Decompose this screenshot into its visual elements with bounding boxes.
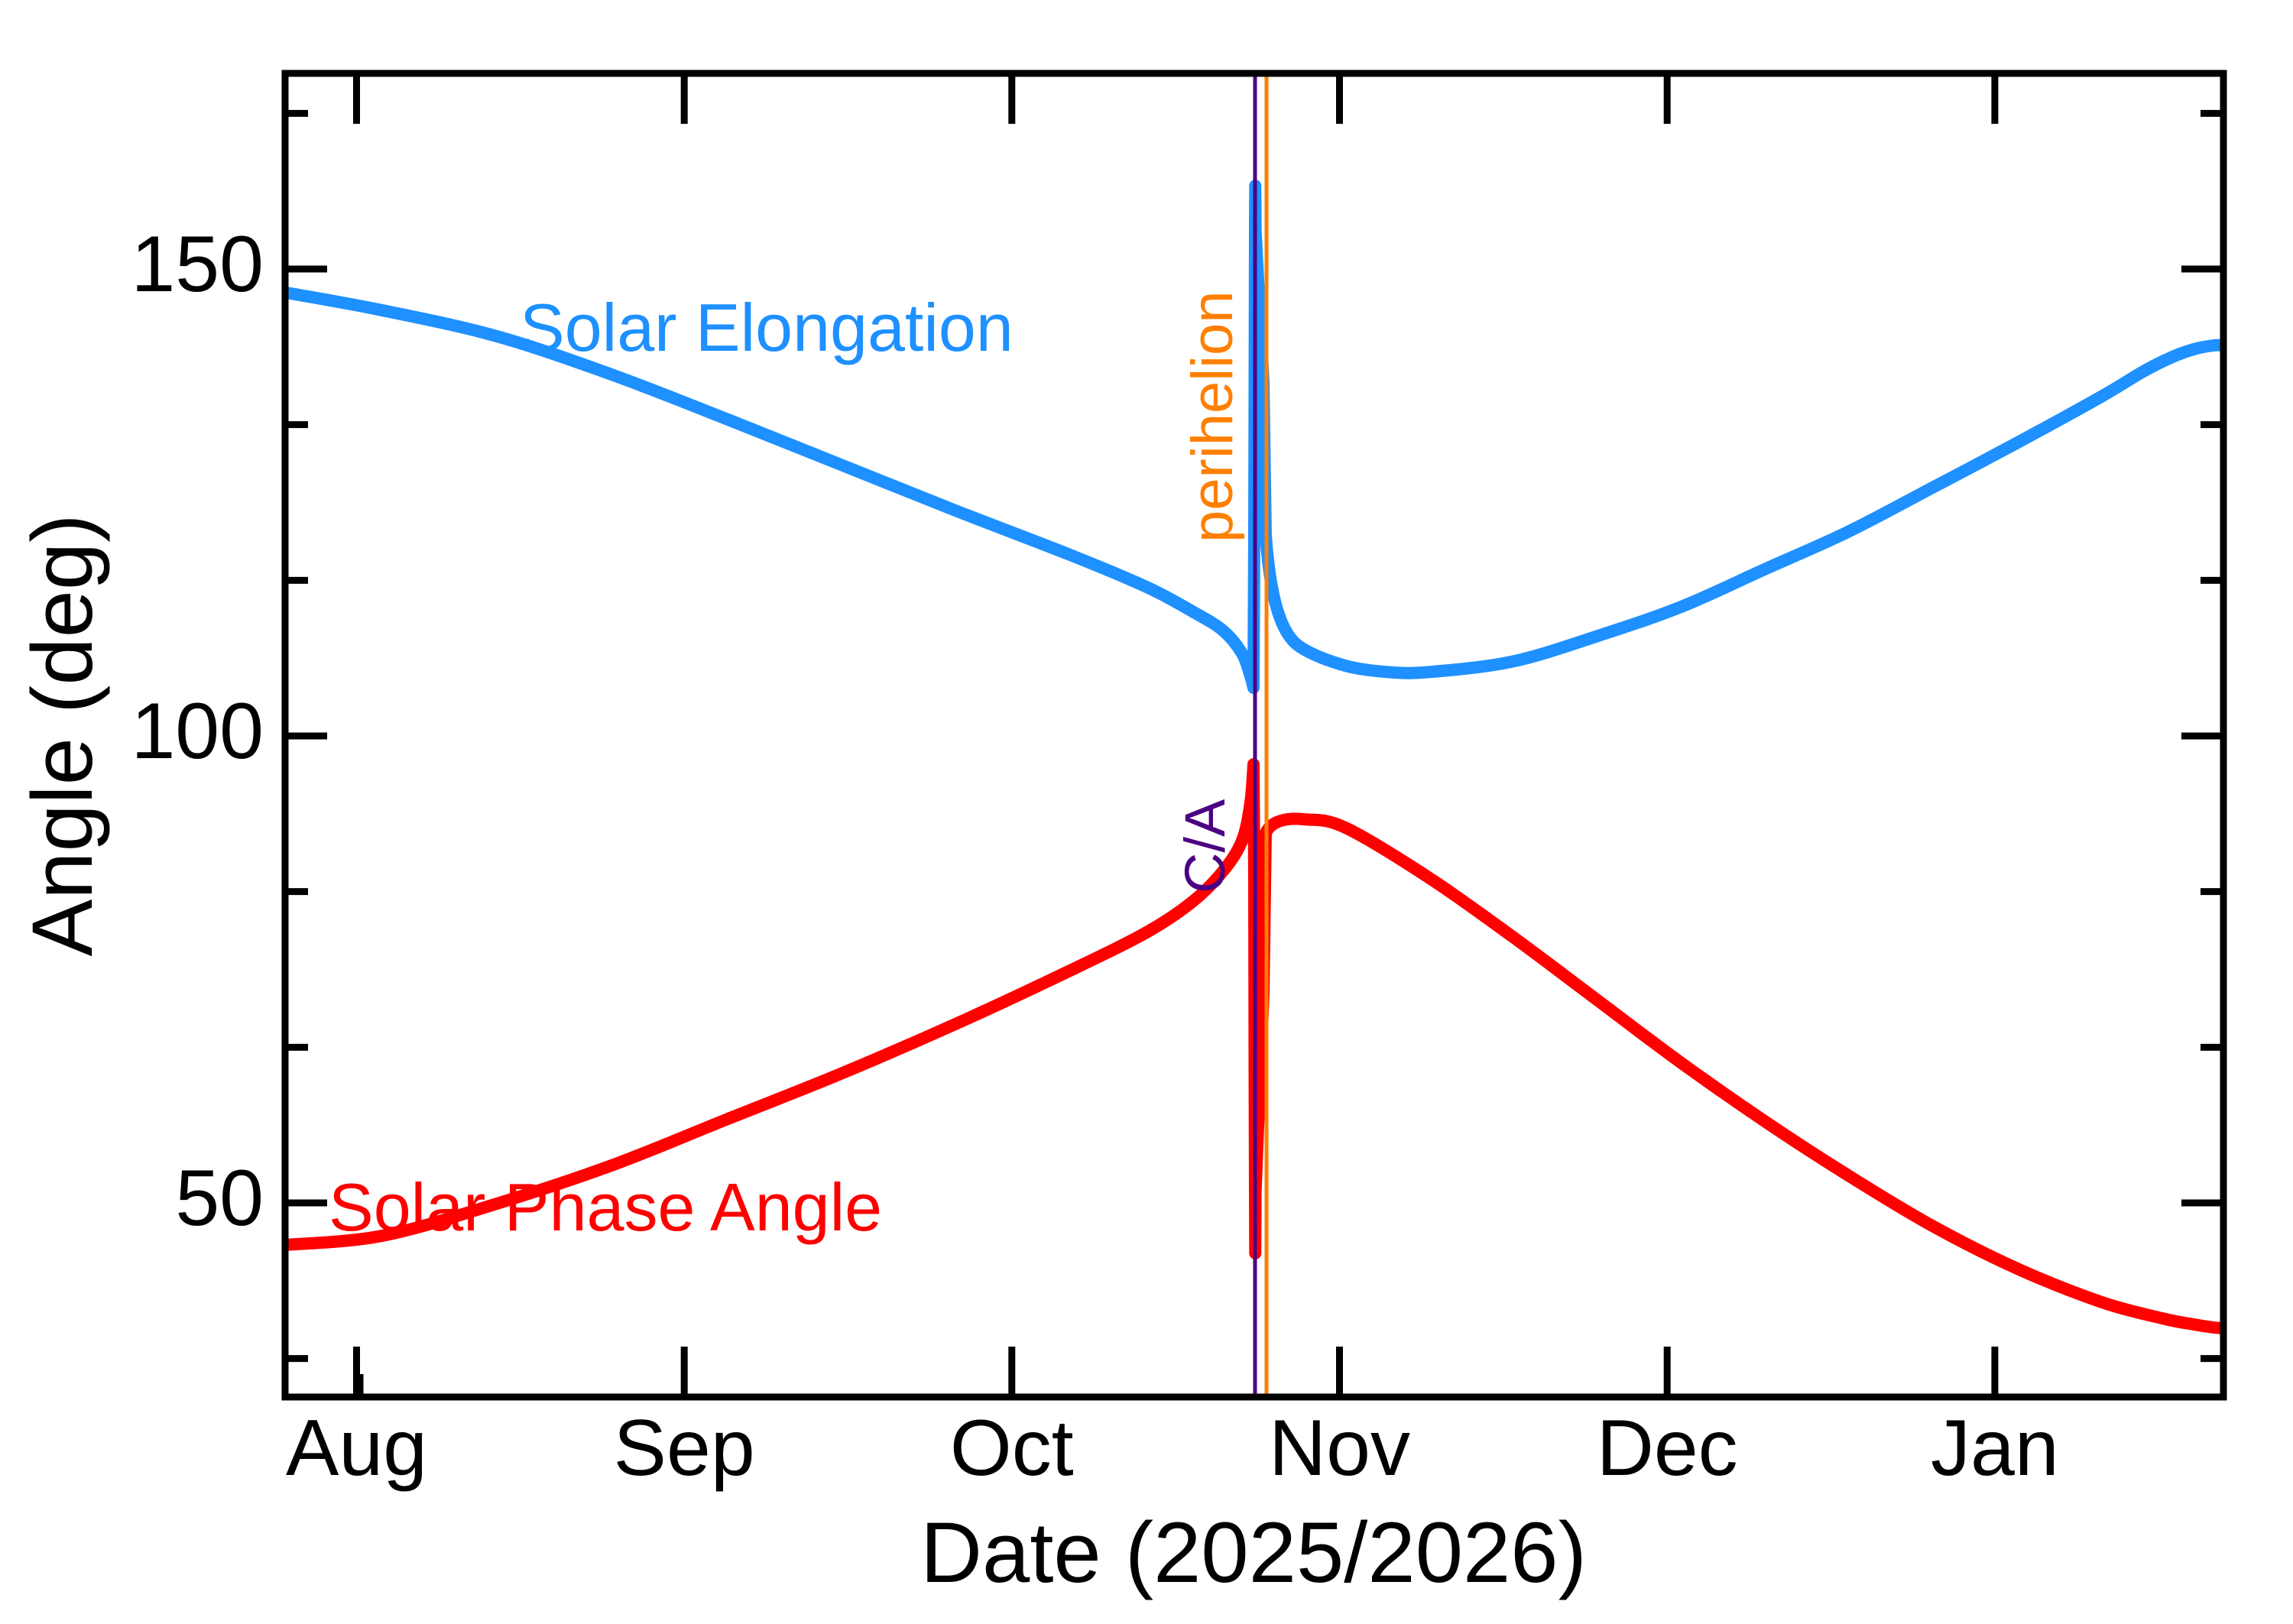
svg-text:Dec: Dec: [1597, 1404, 1738, 1493]
svg-text:Sep: Sep: [614, 1404, 755, 1493]
svg-text:Solar Elongation: Solar Elongation: [520, 290, 1014, 365]
svg-text:perihelion: perihelion: [1180, 290, 1245, 543]
svg-text:Date (2025/2026): Date (2025/2026): [920, 1505, 1587, 1600]
svg-text:150: 150: [131, 220, 264, 309]
svg-text:Solar Phase Angle: Solar Phase Angle: [329, 1169, 882, 1245]
svg-text:Angle (deg): Angle (deg): [15, 514, 110, 956]
svg-text:100: 100: [131, 687, 264, 776]
svg-text:50: 50: [175, 1154, 264, 1243]
svg-text:C/A: C/A: [1173, 799, 1237, 893]
svg-text:Oct: Oct: [950, 1404, 1074, 1493]
svg-text:Nov: Nov: [1269, 1404, 1410, 1493]
svg-text:Jan: Jan: [1931, 1404, 2059, 1493]
svg-text:Aug: Aug: [286, 1404, 427, 1493]
